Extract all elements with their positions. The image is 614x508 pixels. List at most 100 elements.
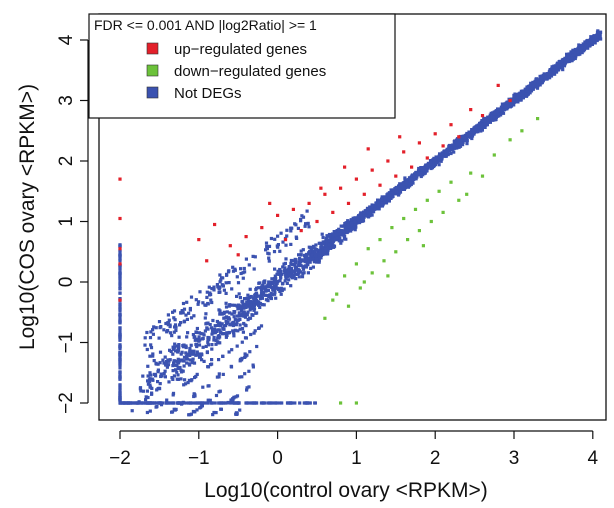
- not-deg-point: [536, 84, 540, 88]
- not-deg-point: [458, 144, 463, 148]
- x-tick-label: −1: [188, 448, 210, 469]
- not-deg-point: [245, 353, 249, 357]
- not-deg-point: [212, 410, 216, 415]
- not-deg-point: [506, 101, 511, 105]
- not-deg-point: [357, 221, 362, 225]
- not-deg-point: [387, 197, 391, 201]
- not-deg-point: [194, 353, 198, 357]
- not-deg-point: [343, 222, 347, 226]
- not-deg-point: [312, 259, 316, 263]
- down-regulated-point: [335, 292, 339, 296]
- not-deg-point: [243, 352, 247, 356]
- not-deg-point: [290, 226, 294, 230]
- not-deg-point: [351, 227, 355, 231]
- not-deg-point: [261, 290, 266, 294]
- not-deg-point: [291, 259, 295, 263]
- not-deg-point: [353, 222, 357, 226]
- not-deg-point: [185, 317, 189, 321]
- not-deg-point: [210, 362, 214, 366]
- not-deg-point: [321, 251, 325, 255]
- not-deg-point: [195, 372, 199, 376]
- not-deg-point: [273, 274, 277, 278]
- not-deg-point: [159, 401, 163, 405]
- down-regulated-point: [354, 401, 358, 405]
- not-deg-point: [203, 329, 207, 333]
- not-deg-point: [231, 323, 235, 328]
- not-deg-point: [240, 300, 244, 304]
- not-deg-point: [118, 344, 122, 348]
- not-deg-point: [231, 303, 235, 307]
- not-deg-point: [126, 401, 130, 405]
- not-deg-point: [186, 381, 190, 385]
- not-deg-point: [386, 192, 390, 196]
- up-regulated-point: [118, 262, 122, 266]
- not-deg-point: [410, 177, 414, 182]
- not-deg-point: [429, 160, 433, 164]
- not-deg-point: [182, 343, 186, 347]
- not-deg-point: [152, 359, 156, 363]
- not-deg-point: [218, 309, 222, 313]
- not-deg-point: [465, 142, 469, 146]
- not-deg-point: [185, 354, 189, 358]
- not-deg-point: [259, 287, 263, 291]
- not-deg-point: [173, 318, 177, 322]
- not-deg-point: [224, 305, 229, 309]
- not-deg-point: [191, 333, 195, 337]
- not-deg-point: [304, 257, 308, 262]
- not-deg-point: [171, 369, 175, 373]
- not-deg-point: [344, 237, 348, 241]
- not-deg-point: [151, 328, 155, 332]
- not-deg-point: [294, 223, 298, 227]
- up-regulated-point: [331, 210, 335, 214]
- not-deg-point: [236, 329, 240, 333]
- not-deg-point: [311, 265, 315, 269]
- not-deg-point: [163, 369, 167, 373]
- not-deg-point: [411, 181, 415, 185]
- not-deg-point: [515, 99, 519, 103]
- not-deg-point: [280, 288, 284, 293]
- not-deg-point: [388, 194, 392, 198]
- not-deg-point: [215, 283, 219, 287]
- not-deg-point: [267, 294, 271, 298]
- legend-swatch-down: [146, 64, 159, 77]
- not-deg-point: [397, 193, 401, 197]
- not-deg-point: [297, 253, 301, 257]
- not-deg-point: [172, 309, 177, 313]
- not-deg-point: [118, 377, 122, 381]
- not-deg-point: [265, 247, 269, 251]
- not-deg-point: [493, 112, 497, 116]
- not-deg-point: [569, 54, 573, 58]
- not-deg-point: [294, 268, 298, 272]
- not-deg-point: [306, 221, 310, 225]
- not-deg-point: [176, 366, 180, 370]
- not-deg-point: [244, 336, 248, 340]
- not-deg-point: [312, 255, 316, 259]
- not-deg-point: [258, 302, 263, 306]
- not-deg-point: [511, 99, 515, 103]
- not-deg-point: [246, 310, 250, 314]
- not-deg-point: [189, 295, 194, 299]
- not-deg-point: [176, 348, 181, 352]
- not-deg-point: [321, 235, 325, 240]
- not-deg-point: [470, 131, 474, 135]
- not-deg-point: [576, 53, 580, 57]
- not-deg-point: [399, 187, 403, 191]
- not-deg-point: [582, 49, 586, 53]
- not-deg-point: [485, 123, 489, 127]
- not-deg-point: [525, 88, 529, 93]
- not-deg-point: [255, 344, 259, 349]
- not-deg-point: [307, 245, 311, 249]
- not-deg-point: [159, 325, 163, 329]
- not-deg-point: [571, 53, 575, 57]
- not-deg-point: [399, 184, 403, 188]
- not-deg-point: [308, 249, 312, 253]
- not-deg-point: [338, 237, 342, 241]
- not-deg-point: [205, 290, 209, 294]
- not-deg-point: [179, 352, 183, 356]
- legend-swatch-notdeg: [146, 86, 159, 99]
- down-regulated-point: [382, 259, 386, 263]
- not-deg-point: [325, 242, 330, 246]
- not-deg-point: [171, 401, 176, 405]
- not-deg-point: [205, 326, 209, 330]
